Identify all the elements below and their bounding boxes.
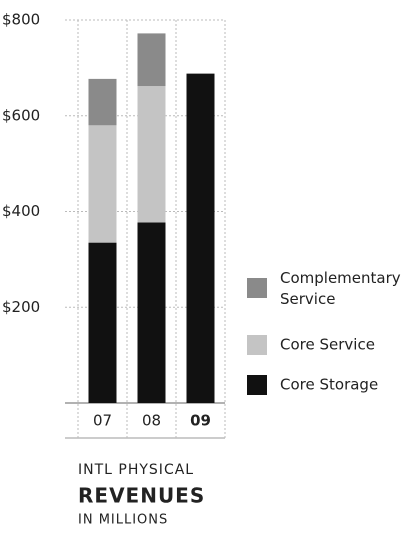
legend-label: Core Storage <box>280 376 378 394</box>
legend-swatch <box>247 375 267 395</box>
chart-title: INTL PHYSICAL <box>78 462 194 478</box>
x-tick-label: 08 <box>142 412 161 430</box>
y-tick-label: $800 <box>2 11 40 29</box>
bar-segment <box>88 125 117 243</box>
chart-subtitle: REVENUES <box>78 484 205 508</box>
bar-segment <box>88 242 117 403</box>
bar-segment <box>137 33 166 87</box>
y-tick-label: $400 <box>2 202 40 220</box>
bar-segment <box>88 78 117 126</box>
y-tick-label: $600 <box>2 106 40 124</box>
axis-label: IN MILLIONS <box>78 513 168 528</box>
legend-label: Core Service <box>280 336 375 354</box>
x-tick-label: 07 <box>93 412 112 430</box>
legend-label: Complementary Service <box>280 269 401 308</box>
legend-swatch <box>247 278 267 298</box>
x-tick-label: 09 <box>190 412 211 430</box>
bar-segment <box>186 73 215 404</box>
y-tick-label: $200 <box>2 298 40 316</box>
bar-segment <box>137 86 166 223</box>
bar-segment <box>137 222 166 403</box>
legend-swatch <box>247 335 267 355</box>
